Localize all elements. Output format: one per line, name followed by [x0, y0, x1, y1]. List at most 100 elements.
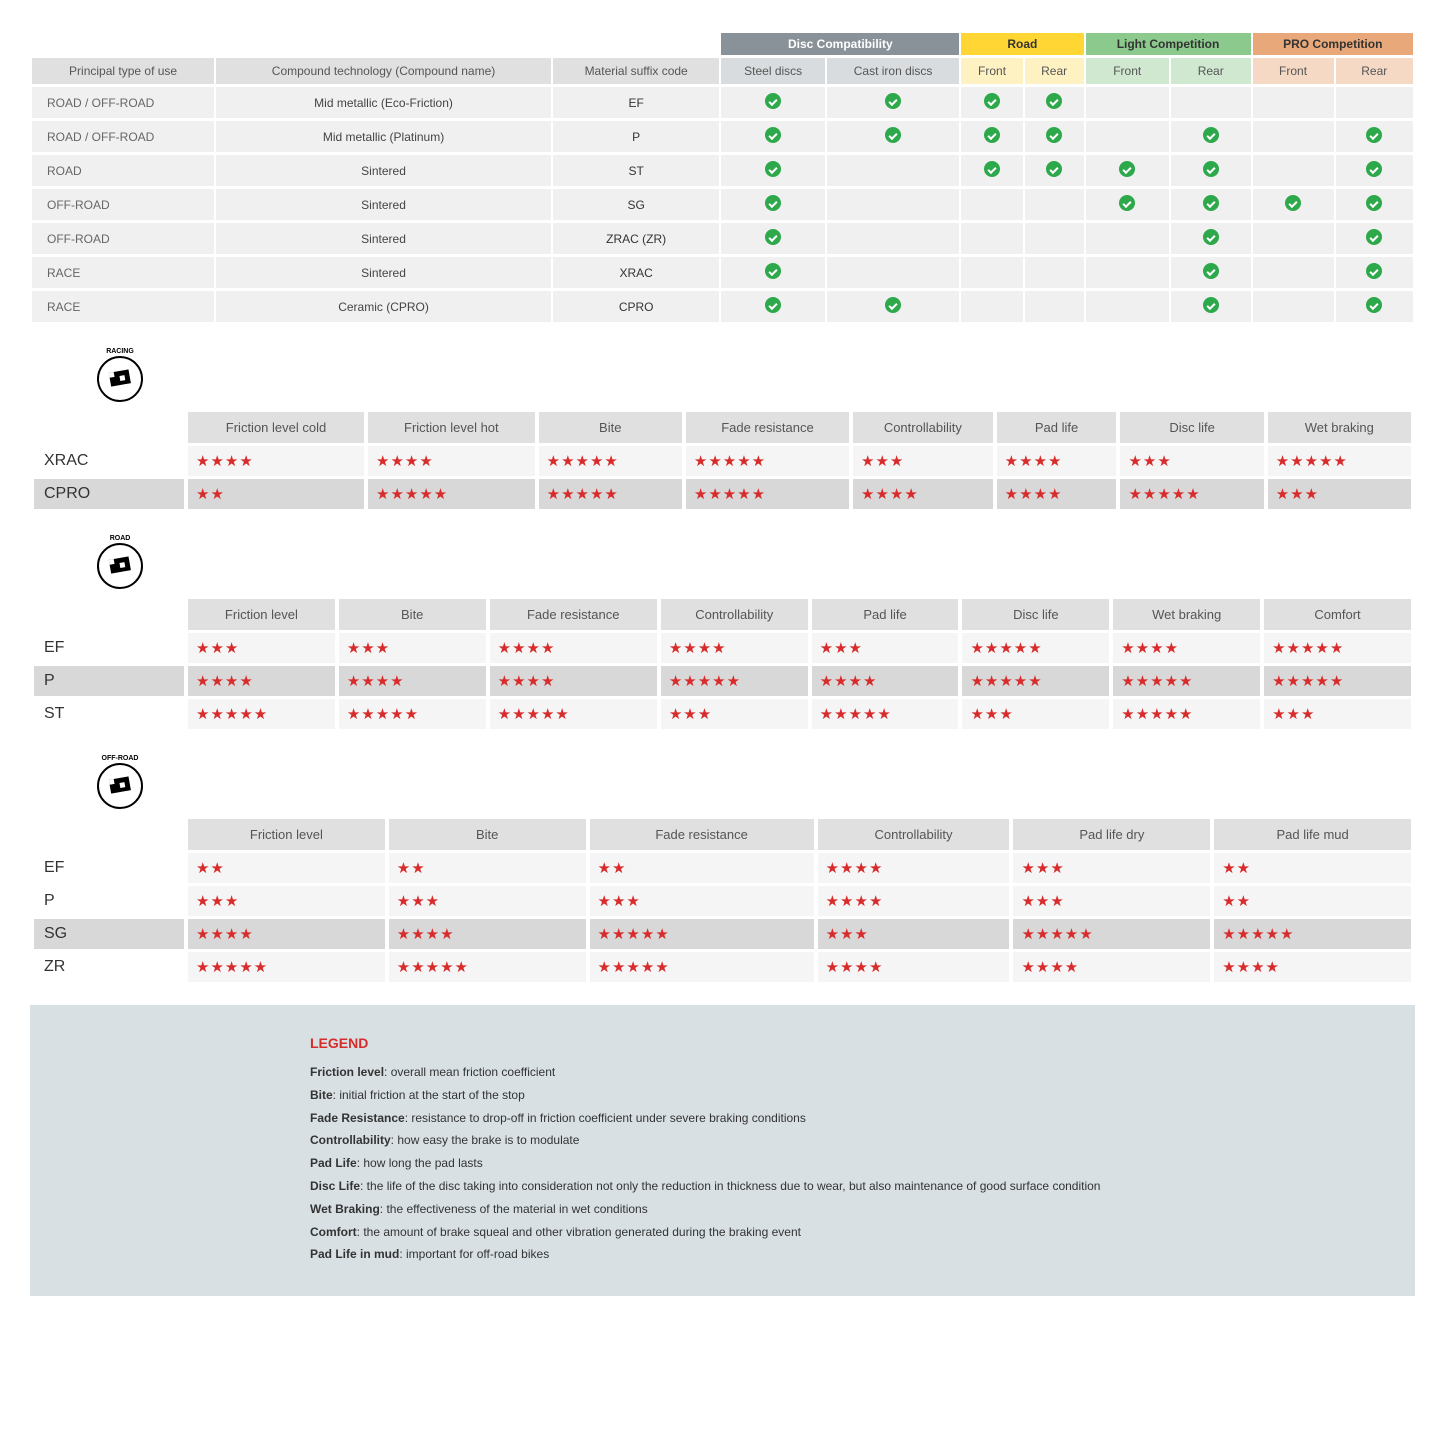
compatibility-table: Disc Compatibility Road Light Competitio…: [30, 30, 1415, 325]
cell-check: [721, 87, 824, 118]
cell-check: [1171, 291, 1251, 322]
star-icon: ★★★★: [1222, 959, 1280, 976]
rating-cell: ★★★★: [490, 666, 657, 696]
star-icon: ★★★: [196, 640, 239, 657]
rating-header: Wet braking: [1113, 599, 1260, 630]
check-icon: [1203, 127, 1219, 143]
star-icon: ★★★: [861, 453, 904, 470]
legend-item: Wet Braking: the effectiveness of the ma…: [310, 1198, 1375, 1221]
star-icon: ★★★★★: [1021, 926, 1093, 943]
cell-check: [721, 121, 824, 152]
star-icon: ★★★★: [826, 893, 884, 910]
star-icon: ★★★★★: [1276, 453, 1348, 470]
cell-check: [1336, 223, 1413, 254]
cell-check: [1025, 87, 1084, 118]
star-icon: ★★★: [1021, 893, 1064, 910]
rating-header: Wet braking: [1268, 412, 1411, 443]
cell-compound: Sintered: [216, 223, 551, 254]
legend-item: Pad Life: how long the pad lasts: [310, 1152, 1375, 1175]
h-steel: Steel discs: [721, 58, 824, 84]
cell-check: [1253, 87, 1334, 118]
section-badge: OFF-ROAD: [90, 752, 150, 812]
check-icon: [765, 263, 781, 279]
rating-cell: ★★★: [1264, 699, 1411, 729]
h-pro-front: Front: [1253, 58, 1334, 84]
cell-check: [827, 155, 959, 186]
cell-check: [1171, 257, 1251, 288]
group-road: Road: [961, 33, 1083, 55]
cell-check: [1336, 155, 1413, 186]
legend-item: Pad Life in mud: important for off-road …: [310, 1243, 1375, 1266]
cell-check: [1171, 121, 1251, 152]
rating-cell: ★★: [590, 853, 814, 883]
h-pro-rear: Rear: [1336, 58, 1413, 84]
cell-check: [1336, 87, 1413, 118]
rating-cell: ★★★★★: [539, 446, 682, 476]
legend-box: LEGEND Friction level: overall mean fric…: [30, 1005, 1415, 1296]
star-icon: ★★★★★: [1128, 486, 1200, 503]
rating-cell: ★★★★: [818, 853, 1010, 883]
star-icon: ★★★★: [826, 959, 884, 976]
cell-check: [961, 189, 1023, 220]
star-icon: ★★★★★: [547, 486, 619, 503]
rating-label: SG: [34, 919, 184, 949]
compat-row: ROAD / OFF-ROADMid metallic (Platinum)P: [32, 121, 1413, 152]
star-icon: ★★★★: [196, 673, 254, 690]
cell-use: ROAD: [32, 155, 214, 186]
legend-item: Bite: initial friction at the start of t…: [310, 1084, 1375, 1107]
cell-check: [721, 189, 824, 220]
cell-check: [827, 87, 959, 118]
cell-compound: Sintered: [216, 155, 551, 186]
star-icon: ★★★: [347, 640, 390, 657]
h-compound: Compound technology (Compound name): [216, 58, 551, 84]
check-icon: [1203, 195, 1219, 211]
rating-cell: ★★★★: [997, 446, 1117, 476]
rating-cell: ★★: [188, 853, 385, 883]
rating-cell: ★★★★: [997, 479, 1117, 509]
cell-check: [721, 257, 824, 288]
rating-row: P★★★★★★★★★★★★★★★★★★: [34, 886, 1411, 916]
compat-row: OFF-ROADSinteredSG: [32, 189, 1413, 220]
legend-item: Disc Life: the life of the disc taking i…: [310, 1175, 1375, 1198]
rating-cell: ★★★: [1268, 479, 1411, 509]
check-icon: [1366, 161, 1382, 177]
rating-section: RACING Friction level coldFriction level…: [30, 345, 1415, 512]
rating-cell: ★★★★★: [1113, 699, 1260, 729]
star-icon: ★★★★★: [397, 959, 469, 976]
rating-cell: ★★★★★: [812, 699, 959, 729]
star-icon: ★★★★★: [1121, 673, 1193, 690]
rating-cell: ★★★: [590, 886, 814, 916]
rating-cell: ★★★★★: [590, 919, 814, 949]
star-icon: ★★★: [598, 893, 641, 910]
cell-check: [1253, 121, 1334, 152]
rating-table: Friction levelBiteFade resistanceControl…: [30, 596, 1415, 732]
rating-row: ST★★★★★★★★★★★★★★★★★★★★★★★★★★★★★★★★★★: [34, 699, 1411, 729]
rating-cell: ★★★★: [853, 479, 993, 509]
rating-cell: ★★★: [389, 886, 586, 916]
star-icon: ★★: [1222, 893, 1251, 910]
star-icon: ★★★★: [196, 453, 254, 470]
rating-cell: ★★★★: [339, 666, 486, 696]
cell-check: [827, 291, 959, 322]
h-road-rear: Rear: [1025, 58, 1084, 84]
rating-section: OFF-ROAD Friction levelBiteFade resistan…: [30, 752, 1415, 985]
rating-header: Friction level cold: [188, 412, 364, 443]
h-suffix: Material suffix code: [553, 58, 720, 84]
cell-use: OFF-ROAD: [32, 189, 214, 220]
star-icon: ★★: [196, 486, 225, 503]
rating-cell: ★★★★: [1013, 952, 1210, 982]
check-icon: [1119, 161, 1135, 177]
check-icon: [1046, 93, 1062, 109]
cell-use: ROAD / OFF-ROAD: [32, 121, 214, 152]
rating-row: EF★★★★★★★★★★★★★★★: [34, 853, 1411, 883]
rating-cell: ★★★★: [812, 666, 959, 696]
check-icon: [765, 229, 781, 245]
rating-cell: ★★★★★: [339, 699, 486, 729]
cell-check: [1171, 155, 1251, 186]
check-icon: [765, 127, 781, 143]
star-icon: ★★★★★: [694, 486, 766, 503]
compat-row: OFF-ROADSinteredZRAC (ZR): [32, 223, 1413, 254]
rating-header: Pad life: [812, 599, 959, 630]
cell-check: [961, 87, 1023, 118]
star-icon: ★★★★: [1121, 640, 1179, 657]
